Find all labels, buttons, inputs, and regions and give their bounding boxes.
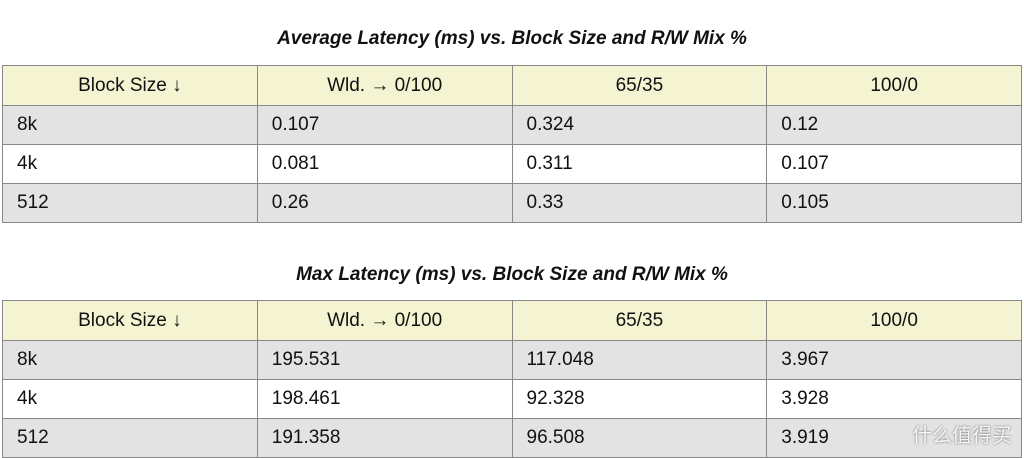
cell: 3.919 xyxy=(766,418,1022,458)
cell: 4k xyxy=(2,144,258,184)
header-cell: Wld. → 0/100 xyxy=(256,300,513,341)
cell: 191.358 xyxy=(256,418,513,458)
header-row: Block Size ↓ Wld. → 0/100 65/35 100/0 xyxy=(2,65,1022,106)
header-cell: 100/0 xyxy=(766,65,1022,106)
header-row: Block Size ↓ Wld. → 0/100 65/35 100/0 xyxy=(2,300,1022,341)
header-cell: Block Size ↓ xyxy=(2,300,258,341)
row: 512 0.26 0.33 0.105 xyxy=(2,183,1022,223)
cell: 117.048 xyxy=(511,340,768,380)
table-title: Average Latency (ms) vs. Block Size and … xyxy=(277,28,747,49)
table: Block Size ↓ Wld. → 0/100 65/35 100/0 8k 0.10… xyxy=(2,65,1022,223)
table: Block Size ↓ Wld. → 0/100 65/35 100/0 8k 195.… xyxy=(2,300,1022,458)
cell: 92.328 xyxy=(511,379,768,419)
cell: 512 xyxy=(2,418,258,458)
cell: 0.107 xyxy=(256,105,513,145)
cell: 8k xyxy=(2,340,258,380)
row: 512 191.358 96.508 3.919 xyxy=(2,418,1022,458)
header-cell: Wld. → 0/100 xyxy=(256,65,513,106)
cell: 0.33 xyxy=(511,183,768,223)
cell: 0.107 xyxy=(766,144,1022,184)
cell: 0.324 xyxy=(511,105,768,145)
cell: 8k xyxy=(2,105,258,145)
header-cell: 100/0 xyxy=(766,300,1022,341)
cell: 3.928 xyxy=(766,379,1022,419)
row: 8k 0.107 0.324 0.12 xyxy=(2,105,1022,145)
row: 4k 0.081 0.311 0.107 xyxy=(2,144,1022,184)
cell: 0.081 xyxy=(256,144,513,184)
cell: 0.105 xyxy=(766,183,1022,223)
cell: 0.311 xyxy=(511,144,768,184)
header-cell: 65/35 xyxy=(511,300,768,341)
watermark: 什么值得买 xyxy=(912,425,1012,447)
cell: 512 xyxy=(2,183,258,223)
cell: 0.26 xyxy=(256,183,513,223)
cell: 0.12 xyxy=(766,105,1022,145)
row: 8k 195.531 117.048 3.967 xyxy=(2,340,1022,380)
table-title: Max Latency (ms) vs. Block Size and R/W … xyxy=(296,264,728,285)
header-cell: Block Size ↓ xyxy=(2,65,258,106)
cell: 3.967 xyxy=(766,340,1022,380)
cell: 4k xyxy=(2,379,258,419)
row: 4k 198.461 92.328 3.928 xyxy=(2,379,1022,419)
cell: 198.461 xyxy=(256,379,513,419)
cell: 195.531 xyxy=(256,340,513,380)
header-cell: 65/35 xyxy=(511,65,768,106)
cell: 96.508 xyxy=(511,418,768,458)
